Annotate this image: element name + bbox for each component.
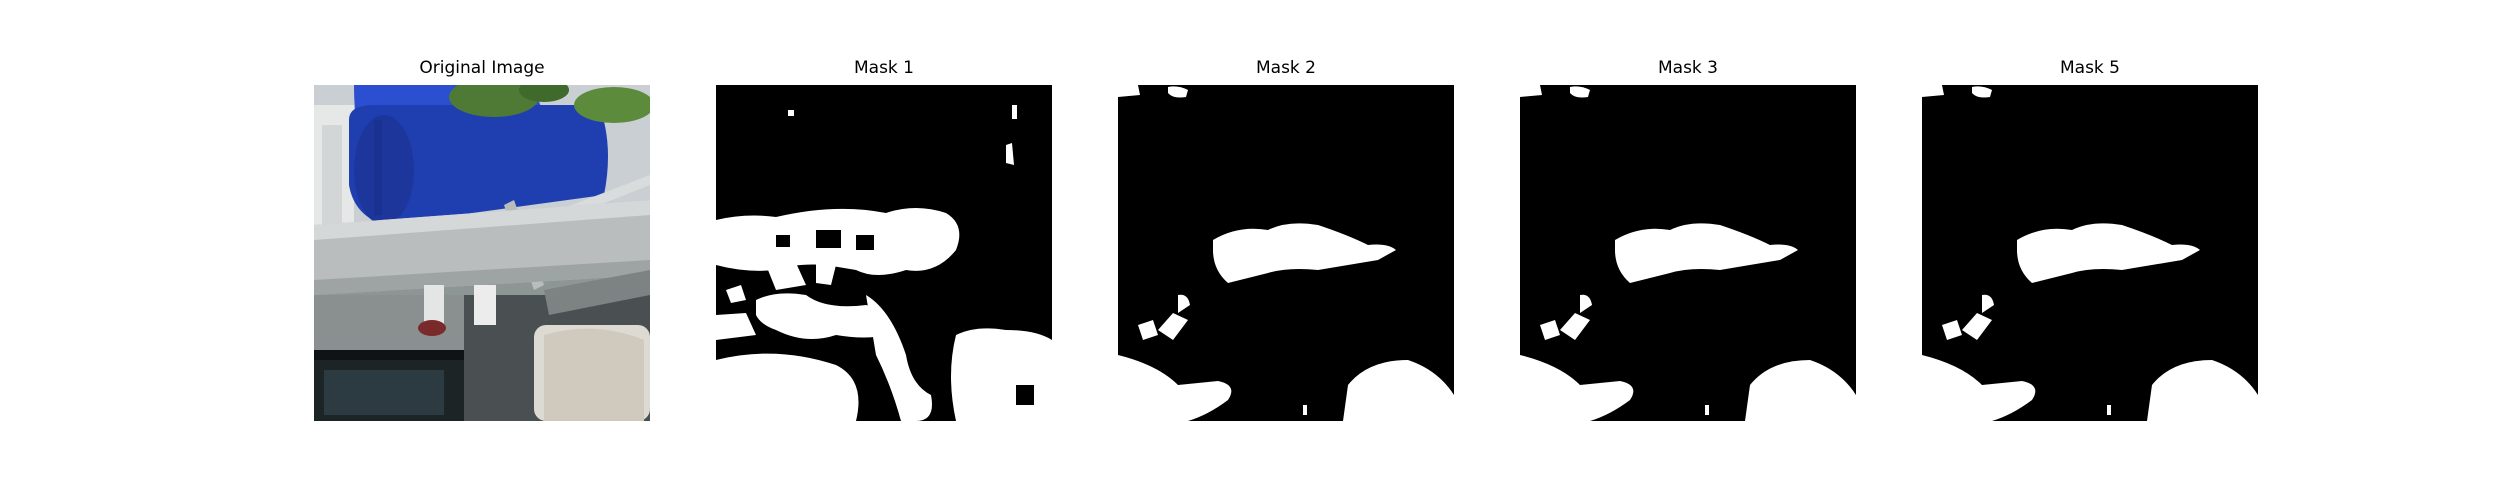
mask-5-title: Mask 5 bbox=[2059, 58, 2120, 78]
original-image bbox=[314, 85, 650, 421]
mask-1-title: Mask 1 bbox=[853, 58, 914, 78]
mask-3-title: Mask 3 bbox=[1657, 58, 1718, 78]
mask-5-image bbox=[1922, 85, 2258, 421]
original-image-title: Original Image bbox=[419, 58, 545, 78]
mask-1-image bbox=[716, 85, 1052, 421]
mask-3-image bbox=[1520, 85, 1856, 421]
mask-2-image bbox=[1118, 85, 1454, 421]
mask-2-title: Mask 2 bbox=[1255, 58, 1316, 78]
